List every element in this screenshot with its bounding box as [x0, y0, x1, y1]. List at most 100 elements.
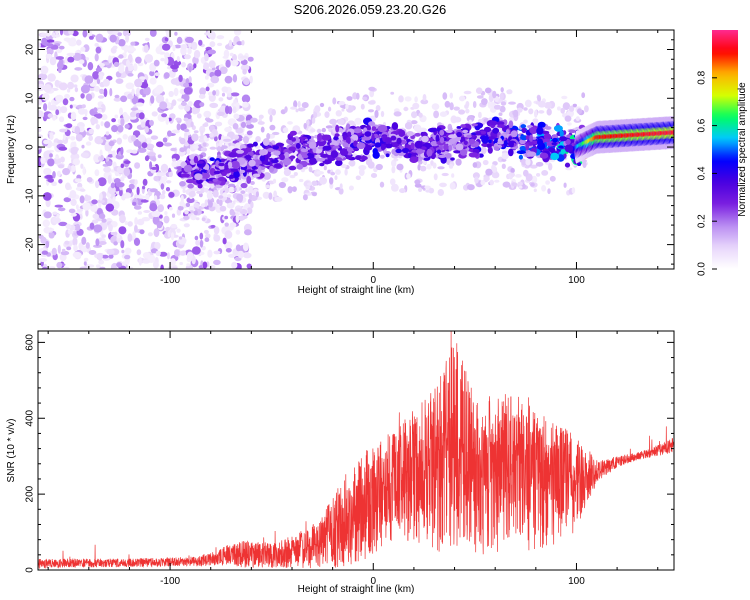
- haze-blob: [404, 96, 412, 102]
- haze-blob: [314, 105, 321, 113]
- noise-blob: [120, 240, 125, 249]
- noise-blob: [203, 229, 209, 234]
- haze-blob: [412, 102, 420, 110]
- noise-blob: [150, 95, 155, 104]
- noise-blob: [232, 54, 237, 62]
- noise-blob: [230, 92, 240, 97]
- haze-blob: [512, 109, 519, 118]
- noise-blob: [76, 39, 82, 46]
- haze-blob: [255, 136, 261, 143]
- track-blob: [246, 143, 255, 148]
- noise-blob: [98, 241, 107, 245]
- track-blob: [448, 134, 457, 139]
- track-blob: [542, 138, 551, 143]
- track-blob: [543, 133, 552, 141]
- noise-blob: [95, 124, 101, 130]
- noise-blob: [135, 87, 141, 97]
- noise-blob: [144, 54, 154, 63]
- haze-blob: [541, 170, 549, 176]
- haze-blob: [367, 161, 375, 169]
- haze-blob: [232, 123, 239, 130]
- haze-blob: [193, 210, 198, 216]
- track-blob: [415, 148, 424, 154]
- track-blob: [355, 155, 362, 161]
- haze-blob: [418, 112, 423, 118]
- noise-blob: [99, 88, 105, 95]
- haze-blob: [529, 164, 538, 169]
- haze-blob: [516, 107, 523, 113]
- noise-blob: [47, 113, 54, 118]
- noise-blob: [68, 41, 77, 47]
- noise-blob: [242, 101, 249, 108]
- track-blob: [233, 170, 240, 178]
- noise-blob: [51, 32, 56, 38]
- haze-blob: [240, 190, 246, 195]
- noise-blob: [105, 131, 110, 136]
- track-blob: [462, 129, 469, 134]
- haze-blob: [271, 109, 277, 116]
- track-blob: [439, 129, 445, 136]
- track-blob: [459, 148, 468, 156]
- noise-blob: [165, 226, 171, 232]
- haze-blob: [449, 102, 454, 111]
- noise-blob: [81, 144, 85, 149]
- track-blob: [471, 123, 479, 127]
- track-blob: [468, 152, 479, 158]
- noise-blob: [242, 68, 247, 75]
- noise-blob: [235, 229, 241, 235]
- noise-blob: [171, 213, 176, 218]
- haze-blob: [380, 110, 385, 118]
- noise-blob: [152, 157, 157, 162]
- haze-blob: [565, 167, 573, 171]
- noise-blob: [160, 163, 169, 173]
- haze-blob: [272, 131, 280, 136]
- haze-blob: [305, 185, 311, 190]
- haze-blob: [299, 178, 304, 183]
- noise-blob: [38, 83, 45, 92]
- noise-blob: [73, 84, 78, 88]
- track-blob: [235, 149, 245, 154]
- track-blob: [274, 163, 282, 168]
- haze-blob: [284, 106, 288, 113]
- noise-blob: [174, 31, 178, 36]
- noise-blob: [233, 99, 237, 104]
- track-blob: [322, 159, 332, 165]
- haze-blob: [266, 133, 271, 140]
- track-blob: [450, 157, 455, 161]
- track-blob: [259, 155, 266, 162]
- noise-blob: [96, 77, 101, 85]
- noise-blob: [110, 30, 120, 36]
- noise-blob: [224, 230, 233, 239]
- track-blob: [245, 169, 255, 173]
- haze-blob: [191, 133, 199, 142]
- noise-blob: [109, 34, 117, 43]
- track-blob: [456, 131, 462, 138]
- noise-blob: [153, 175, 159, 182]
- noise-blob: [183, 82, 189, 88]
- noise-blob: [199, 239, 204, 248]
- haze-blob: [508, 101, 516, 105]
- track-blob: [283, 152, 290, 159]
- haze-blob: [287, 186, 293, 194]
- noise-blob: [246, 263, 252, 269]
- noise-blob: [75, 204, 79, 210]
- haze-blob: [310, 128, 316, 133]
- noise-blob: [98, 108, 102, 113]
- haze-blob: [404, 122, 413, 130]
- noise-blob: [167, 230, 171, 238]
- noise-blob: [166, 252, 170, 260]
- haze-blob: [449, 92, 453, 99]
- noise-blob: [241, 94, 251, 103]
- noise-blob: [60, 250, 70, 256]
- track-blob: [336, 139, 341, 144]
- noise-blob: [74, 178, 82, 183]
- noise-blob: [59, 128, 68, 133]
- noise-blob: [174, 249, 181, 257]
- haze-blob: [283, 168, 291, 177]
- noise-blob: [155, 94, 165, 104]
- haze-blob: [358, 165, 367, 171]
- haze-blob: [484, 87, 492, 94]
- noise-blob: [176, 228, 181, 233]
- noise-blob: [38, 99, 42, 106]
- track-blob: [487, 146, 493, 154]
